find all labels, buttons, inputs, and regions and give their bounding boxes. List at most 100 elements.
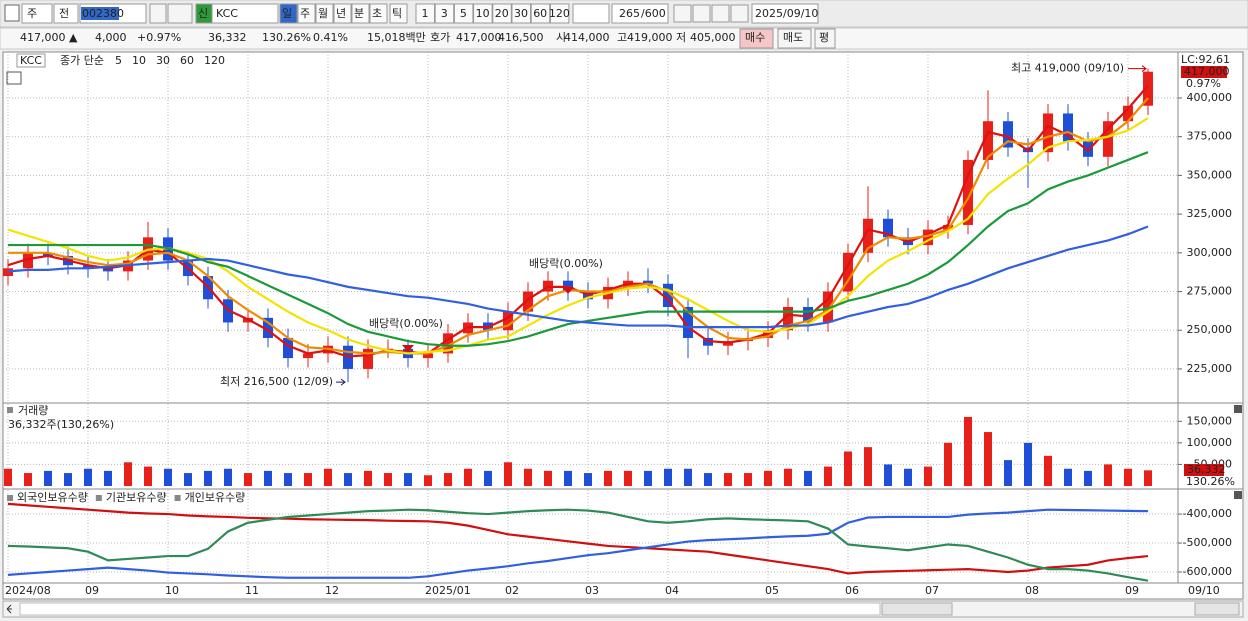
legend-entry: 10 — [132, 54, 146, 67]
period-button[interactable] — [315, 3, 334, 24]
interval-button[interactable] — [473, 3, 493, 24]
volume-bar — [664, 468, 672, 486]
period-button[interactable] — [351, 3, 370, 24]
current-volume-rate: 130.26% — [1186, 475, 1235, 488]
market-select[interactable] — [21, 3, 53, 24]
info-high: 419,000 — [627, 31, 673, 44]
legend-entry: 60 — [180, 54, 194, 67]
close-icon[interactable] — [1234, 491, 1242, 499]
zoom-controls[interactable] — [1194, 602, 1240, 616]
label: 신 — [198, 7, 208, 20]
y-tick-label: 400,000 — [1187, 91, 1233, 104]
candle-body — [83, 265, 93, 269]
period-button[interactable] — [297, 3, 316, 24]
interval-label[interactable]: 20 — [495, 7, 509, 20]
volume-bar — [924, 466, 932, 486]
period-button[interactable] — [279, 3, 298, 24]
candle-body — [1103, 121, 1113, 157]
interval-label[interactable]: 30 — [514, 7, 528, 20]
menu-icon[interactable] — [4, 4, 20, 22]
table-icon[interactable] — [6, 71, 22, 85]
interval-button[interactable] — [492, 3, 512, 24]
interval-label[interactable]: 1 — [422, 7, 429, 20]
volume-bar — [264, 470, 272, 486]
y-tick-label: 350,000 — [1187, 168, 1233, 181]
period-label[interactable]: 초 — [372, 7, 382, 20]
playback-controls[interactable] — [881, 602, 953, 616]
period-label[interactable]: 년 — [336, 7, 346, 20]
candle-body — [823, 291, 833, 323]
y-tick-label: 325,000 — [1187, 207, 1233, 220]
interval-button[interactable] — [415, 3, 435, 24]
period-label[interactable]: 월 — [318, 7, 328, 20]
buy-button[interactable] — [739, 28, 774, 49]
tool-icon[interactable] — [730, 4, 749, 23]
y-tick-label: 275,000 — [1187, 285, 1233, 298]
info-ask: 417,000 — [456, 31, 502, 44]
sell-button[interactable] — [777, 28, 812, 49]
interval-button[interactable] — [549, 3, 570, 24]
interval-button[interactable] — [453, 3, 474, 24]
x-tick-label: 09 — [1125, 584, 1139, 597]
scroll-thumb[interactable] — [19, 602, 881, 616]
count-box[interactable] — [611, 3, 669, 24]
label[interactable]: 평 — [819, 31, 829, 44]
volume-bar — [424, 475, 432, 486]
period-button[interactable] — [389, 3, 408, 24]
interval-button[interactable] — [434, 3, 455, 24]
period-button[interactable] — [369, 3, 388, 24]
volume-bar — [444, 473, 452, 486]
close-icon[interactable] — [1234, 405, 1242, 413]
period-label[interactable]: 일 — [282, 6, 292, 20]
volume-bar — [704, 473, 712, 486]
x-tick-label: 02 — [505, 584, 519, 597]
info-turnover: 0.41% — [313, 31, 348, 44]
x-tick-label: 12 — [325, 584, 339, 597]
interval-label[interactable]: 120 — [549, 7, 570, 20]
volume-bar — [984, 432, 992, 486]
avg-button[interactable] — [814, 28, 836, 49]
interval-button[interactable] — [530, 3, 551, 24]
volume-bar — [284, 473, 292, 486]
interval-label[interactable]: 3 — [441, 7, 448, 20]
tool-icon[interactable] — [692, 4, 711, 23]
pane-icon — [7, 407, 13, 413]
candle-body — [923, 229, 933, 246]
low-annotation: 최저 216,500 (12/09) — [220, 375, 333, 388]
label[interactable]: 매도 — [783, 31, 803, 44]
x-tick-label: 10 — [165, 584, 179, 597]
search-button[interactable] — [149, 3, 167, 24]
period-label[interactable]: 주 — [300, 7, 310, 20]
period-button[interactable] — [333, 3, 352, 24]
volume-bar — [804, 470, 812, 486]
interval-label[interactable]: 10 — [476, 7, 490, 20]
volume-bar — [4, 468, 12, 486]
volume-bar — [844, 451, 852, 486]
label: /600 — [641, 7, 666, 20]
period-label[interactable]: 분 — [354, 7, 364, 20]
volume-bar — [504, 462, 512, 486]
interval-label[interactable]: 5 — [460, 7, 467, 20]
date-box[interactable] — [751, 3, 819, 24]
info-rate: +0.97% — [137, 31, 181, 44]
label[interactable]: 매수 — [745, 31, 765, 44]
period-label[interactable]: 틱 — [392, 7, 402, 20]
info-high-label: 고 — [617, 31, 627, 44]
volume-bar — [144, 466, 152, 486]
interval-label[interactable]: 60 — [533, 7, 547, 20]
tool-icon[interactable] — [673, 4, 692, 23]
volume-bar — [944, 442, 952, 486]
volume-bar — [864, 447, 872, 486]
candle-body — [843, 252, 853, 292]
volume-bar — [384, 473, 392, 486]
sound-button[interactable] — [167, 3, 193, 24]
interval-button[interactable] — [511, 3, 531, 24]
blank-select[interactable] — [572, 3, 610, 24]
info-low-label: 저 — [676, 31, 686, 44]
scroll-left[interactable] — [6, 604, 12, 614]
type-select[interactable] — [53, 3, 79, 24]
tool-icon[interactable] — [711, 4, 730, 23]
current-rate: 0.97% — [1186, 77, 1221, 90]
volume-bar — [1104, 464, 1112, 486]
